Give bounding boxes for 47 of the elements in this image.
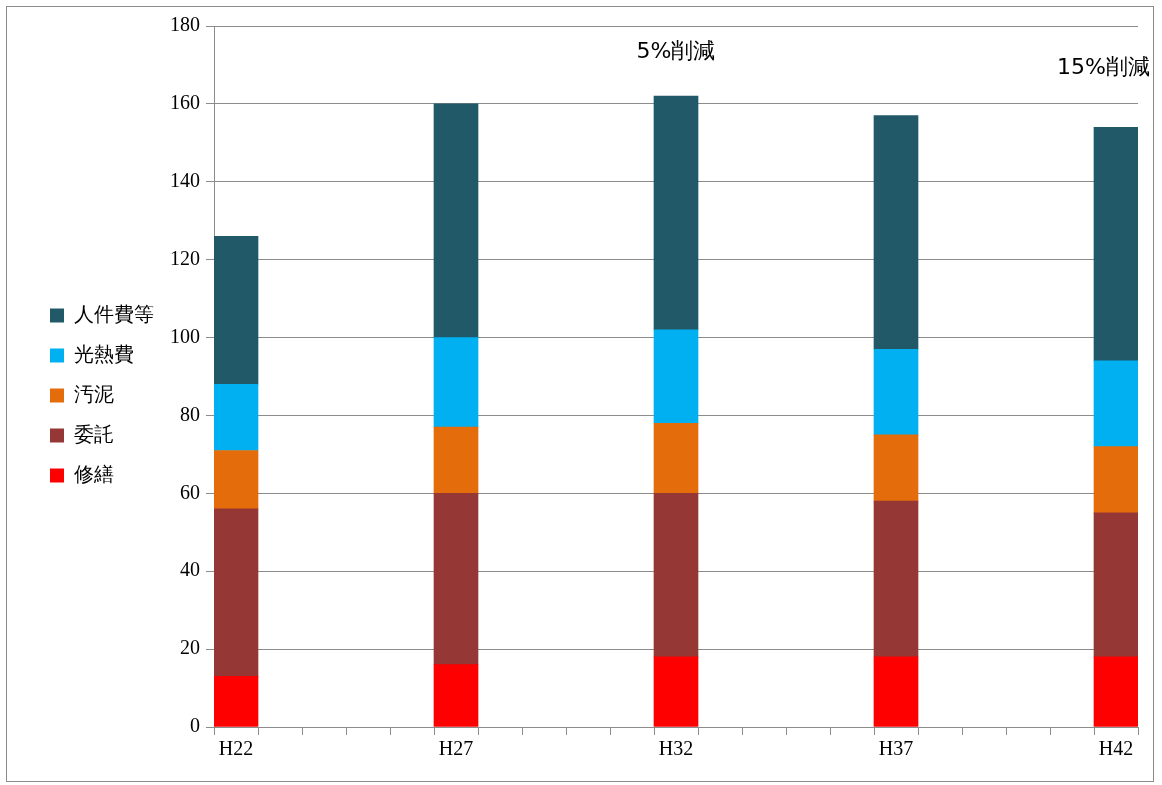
bar: [873, 656, 919, 727]
y-tick-label: 40: [180, 558, 200, 581]
y-tick-label: 20: [180, 636, 200, 659]
bar: [214, 235, 259, 385]
bar: [653, 656, 699, 727]
y-tick-label: 120: [170, 246, 200, 269]
bar: [214, 676, 259, 727]
bar: [873, 115, 919, 350]
y-tick-label: 0: [190, 714, 200, 737]
y-tick-label: 100: [170, 324, 200, 347]
x-tick-label: H42: [1098, 737, 1134, 760]
bar: [1093, 446, 1138, 514]
bar: [433, 664, 479, 727]
bar: [214, 508, 259, 677]
bar: [1093, 360, 1138, 447]
y-tick-label: 80: [180, 402, 200, 425]
y-tick-label: 140: [170, 169, 200, 192]
y-tick-label: 180: [170, 13, 200, 36]
x-tick-label: H27: [438, 737, 474, 760]
legend-label: 修繕: [74, 461, 114, 486]
legend-label: 光熱費: [74, 341, 134, 366]
bar: [214, 450, 259, 510]
bar: [433, 426, 479, 494]
x-tick-label: H22: [218, 737, 254, 760]
legend-label: 委託: [74, 421, 114, 446]
bar: [1093, 126, 1138, 362]
bar: [214, 383, 259, 451]
legend-label: 汚泥: [74, 381, 114, 406]
legend-label: 人件費等: [74, 301, 154, 326]
bar: [873, 348, 919, 436]
bar: [653, 329, 699, 424]
bar: [873, 434, 919, 502]
bar: [1093, 656, 1138, 727]
bar: [1093, 512, 1138, 658]
y-tick-label: 160: [170, 91, 200, 114]
y-tick-label: 60: [180, 480, 200, 503]
bar: [433, 103, 479, 338]
bar: [653, 422, 699, 494]
bar: [653, 493, 699, 658]
bar: [873, 500, 919, 658]
annotation: 15%削減: [1057, 53, 1150, 79]
x-tick-label: H32: [658, 737, 694, 760]
bar: [653, 95, 699, 331]
annotation: 5%削減: [636, 37, 716, 63]
bar: [433, 337, 479, 428]
bar: [433, 493, 479, 666]
x-tick-label: H37: [878, 737, 914, 760]
